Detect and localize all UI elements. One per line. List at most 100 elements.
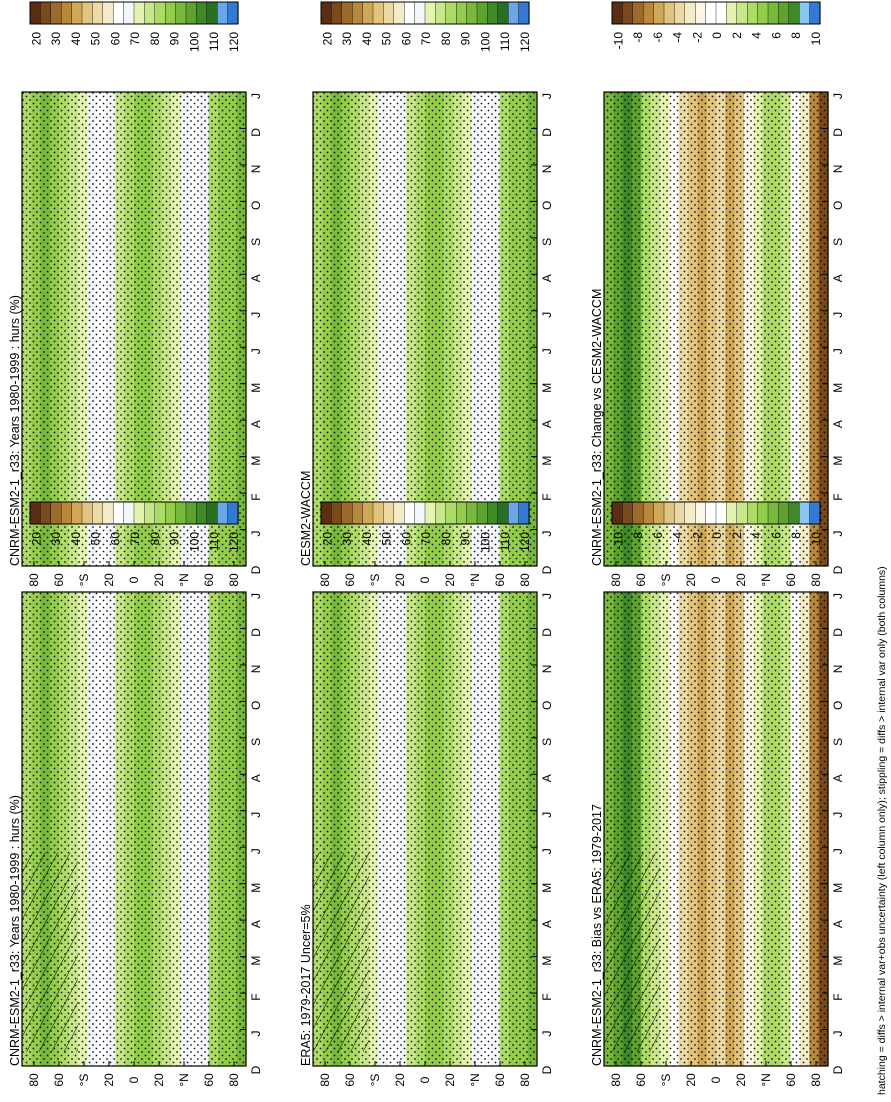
lat-label: °S (368, 574, 382, 587)
month-label: S (540, 238, 554, 246)
colorbar-tick-label: 30 (49, 32, 63, 46)
colorbar-tick-label: 0 (710, 532, 724, 539)
colorbar-swatch (518, 1, 530, 25)
panel-3: J D N O S A J J M A M F J D 80 60 °S 20 0 20 °N 60 80 CESM2-WAC… (299, 1, 554, 587)
colorbar-swatch (352, 501, 364, 525)
colorbar-tick-label: 0 (710, 32, 724, 39)
lat-label: °N (759, 1073, 773, 1086)
lat-label: 20 (734, 573, 748, 587)
lat-label: 80 (227, 573, 241, 587)
month-label: N (831, 665, 845, 674)
colorbar-swatch (736, 501, 748, 525)
colorbar-swatch (424, 501, 437, 525)
colorbar-tick-label: 70 (419, 532, 433, 546)
colorbar-tick-label: 40 (360, 532, 374, 546)
lat-label: 20 (684, 1073, 698, 1087)
colorbar-tick-label: 10 (809, 32, 823, 46)
month-label: M (249, 383, 263, 393)
lat-label: °N (177, 1073, 191, 1086)
month-label: J (540, 348, 554, 354)
colorbar-tick-label: 60 (108, 532, 122, 546)
colorbar-swatch (611, 1, 624, 25)
colorbar-swatch (40, 1, 52, 25)
lat-label: 80 (518, 1073, 532, 1087)
colorbar-swatch (424, 1, 437, 25)
month-label: F (540, 993, 554, 1000)
colorbar-swatch (144, 501, 156, 525)
lat-label: 20 (393, 573, 407, 587)
month-label: N (540, 665, 554, 674)
colorbar-swatch (185, 501, 198, 525)
panel-title: CNRM-ESM2-1_r33: Years 1980-1999 : hurs … (8, 295, 22, 566)
month-label: J (540, 812, 554, 818)
colorbar-swatch (726, 1, 738, 25)
colorbar-swatch (92, 501, 104, 525)
colorbar-swatch (393, 1, 405, 25)
lat-label: 80 (809, 573, 823, 587)
colorbar-tick-label: 2 (730, 532, 744, 539)
colorbar-swatch (653, 501, 665, 525)
lat-label: °S (659, 1074, 673, 1087)
colorbar-swatch (726, 501, 738, 525)
colorbar-tick-label: 30 (340, 532, 354, 546)
colorbar-tick-label: 2 (730, 32, 744, 39)
colorbar-swatch (705, 1, 717, 25)
lat-label: 60 (343, 573, 357, 587)
colorbar-swatch (154, 1, 166, 25)
month-label: S (249, 238, 263, 246)
colorbar-swatch (643, 501, 655, 525)
colorbar-tick-label: 110 (498, 32, 512, 51)
colorbar-swatch (352, 1, 364, 25)
colorbar-swatch (622, 501, 634, 525)
colorbar-swatch (435, 1, 447, 25)
colorbar-swatch (508, 501, 520, 525)
month-label: A (540, 920, 554, 928)
lat-label: 20 (443, 573, 457, 587)
month-label: J (831, 531, 845, 537)
lat-label: 60 (493, 1073, 507, 1087)
lat-label: 60 (343, 1073, 357, 1087)
colorbar-swatch (341, 1, 353, 25)
lat-label: 60 (52, 1073, 66, 1087)
colorbar-tick-label: -4 (671, 532, 685, 543)
month-label: M (540, 383, 554, 393)
hatching (22, 852, 78, 1052)
colorbar-tick-label: 90 (459, 32, 473, 46)
month-label: D (831, 628, 845, 637)
month-label: A (831, 920, 845, 928)
colorbar-tick-label: 120 (227, 532, 241, 552)
colorbar-tick-label: 90 (168, 532, 182, 546)
month-label: F (831, 493, 845, 500)
colorbar-swatch (778, 1, 790, 25)
colorbar-tick-label: 110 (207, 32, 221, 51)
month-label: A (831, 774, 845, 782)
colorbar-swatch (487, 1, 499, 25)
lat-label: 60 (784, 573, 798, 587)
colorbar-swatch (383, 1, 395, 25)
colorbar-tick-label: -8 (631, 532, 645, 543)
colorbar-frame (29, 501, 239, 525)
colorbar-swatch (320, 1, 333, 25)
colorbar-swatch (456, 1, 468, 25)
colorbar-frame (29, 1, 239, 25)
month-label: D (249, 1065, 263, 1074)
lat-label: 0 (709, 1076, 723, 1083)
colorbar-tick-label: 50 (89, 32, 103, 46)
month-label: F (540, 493, 554, 500)
colorbar-tick-label: 100 (478, 32, 492, 52)
colorbar-swatch (206, 501, 218, 525)
month-label: M (540, 883, 554, 893)
lat-label: 0 (418, 576, 432, 583)
colorbar-swatch (196, 1, 208, 25)
colorbar-tick-label: 100 (187, 532, 201, 552)
month-label: J (831, 93, 845, 99)
colorbar-swatch (341, 501, 353, 525)
month-label: S (831, 738, 845, 746)
stippling (313, 92, 537, 566)
colorbar-frame (320, 1, 530, 25)
month-label: N (249, 165, 263, 174)
lat-label: 60 (784, 1073, 798, 1087)
month-label: M (249, 956, 263, 966)
colorbar-swatch (767, 501, 780, 525)
panel-title: ERA5: 1979-2017 Uncer=5% (299, 904, 313, 1066)
